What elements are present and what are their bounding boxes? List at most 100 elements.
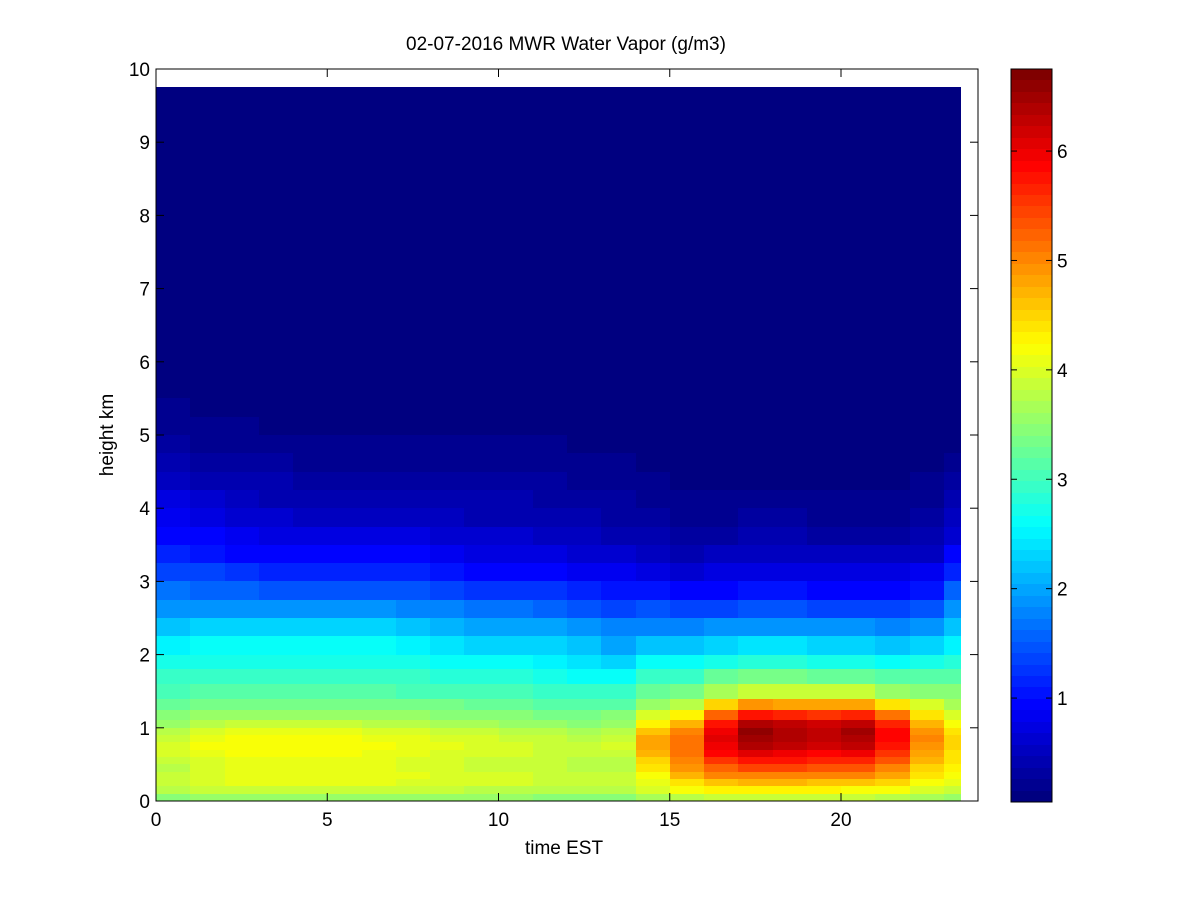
heatmap-cell [807, 581, 841, 600]
heatmap-cell [738, 435, 773, 453]
heatmap-cell [533, 618, 567, 636]
heatmap-cell [327, 786, 362, 794]
heatmap-cell [533, 600, 567, 618]
heatmap-cell [567, 618, 601, 636]
heatmap-cell [944, 735, 961, 742]
heatmap-cell [156, 742, 190, 750]
heatmap-cell [190, 699, 225, 710]
heatmap-cell [293, 742, 327, 750]
heatmap-cell [225, 742, 259, 750]
heatmap-cell [910, 779, 944, 786]
heatmap-cell [807, 527, 841, 545]
heatmap-cell [670, 655, 704, 669]
heatmap-cell [704, 794, 738, 801]
heatmap-cell [533, 545, 567, 563]
heatmap-cell [773, 735, 807, 742]
heatmap-cell [430, 581, 464, 600]
heatmap-cell [601, 472, 636, 490]
heatmap-cell [910, 794, 944, 801]
heatmap-cell [499, 527, 533, 545]
heatmap-cell [499, 490, 533, 508]
heatmap-cell [670, 772, 704, 779]
heatmap-cell [362, 472, 396, 490]
heatmap-cell [636, 636, 670, 655]
heatmap-cell [190, 655, 225, 669]
heatmap-cell [190, 728, 225, 735]
heatmap-cell [156, 794, 190, 801]
colorbar-step [1011, 241, 1052, 252]
colorbar-step [1011, 310, 1052, 321]
heatmap-cell [567, 581, 601, 600]
colorbar-step [1011, 722, 1052, 733]
heatmap-cell [738, 490, 773, 508]
heatmap-cell [807, 684, 841, 699]
heatmap-cell [910, 772, 944, 779]
heatmap-cell [738, 453, 773, 472]
heatmap-cell [567, 600, 601, 618]
heatmap-cell [156, 398, 190, 417]
heatmap-cell [533, 508, 567, 527]
heatmap-cell [601, 710, 636, 720]
heatmap-cell [567, 490, 601, 508]
heatmap-cell [327, 699, 362, 710]
heatmap-cell [430, 669, 464, 684]
colorbar-step [1011, 550, 1052, 561]
heatmap-cell [190, 472, 225, 490]
heatmap-cell [601, 655, 636, 669]
heatmap-cell [807, 669, 841, 684]
heatmap-cell [362, 699, 396, 710]
heatmap-cell [225, 699, 259, 710]
heatmap-cell [499, 750, 533, 757]
heatmap-cell [225, 757, 259, 764]
heatmap-cell [293, 699, 327, 710]
heatmap-cell [190, 684, 225, 699]
heatmap-cell [738, 417, 773, 435]
heatmap-cell [773, 398, 807, 417]
heatmap-cell [225, 581, 259, 600]
heatmap-cell [293, 655, 327, 669]
heatmap-cell [225, 508, 259, 527]
heatmap-cell [773, 772, 807, 779]
heatmap-cell [807, 398, 841, 417]
heatmap-cell [156, 684, 190, 699]
colorbar-step [1011, 298, 1052, 310]
heatmap-cell [533, 669, 567, 684]
colorbar-step [1011, 69, 1052, 80]
heatmap-cell [225, 779, 259, 786]
heatmap-cell [944, 750, 961, 757]
heatmap-cell [533, 453, 567, 472]
heatmap-cell [910, 684, 944, 699]
heatmap-cell [362, 87, 396, 398]
heatmap-cell [601, 581, 636, 600]
heatmap-cell [533, 735, 567, 742]
colorbar-step [1011, 527, 1052, 539]
heatmap-cell [156, 490, 190, 508]
heatmap-cell [225, 453, 259, 472]
colorbar-step [1011, 630, 1052, 642]
heatmap-cell [670, 669, 704, 684]
heatmap-cell [293, 563, 327, 581]
heatmap-cell [430, 710, 464, 720]
heatmap-cell [190, 794, 225, 801]
heatmap-cell [464, 772, 499, 779]
heatmap-cell [396, 655, 430, 669]
heatmap-cell [464, 527, 499, 545]
heatmap-cell [704, 435, 738, 453]
heatmap-cell [944, 764, 961, 772]
heatmap-cell [259, 490, 293, 508]
heatmap-cell [327, 794, 362, 801]
heatmap-cell [156, 720, 190, 728]
heatmap-cell [259, 669, 293, 684]
heatmap-cell [670, 435, 704, 453]
heatmap-cell [738, 779, 773, 786]
heatmap-cell [875, 779, 910, 786]
heatmap-cell [533, 728, 567, 735]
heatmap-cell [499, 618, 533, 636]
heatmap-cell [362, 710, 396, 720]
heatmap-cell [875, 398, 910, 417]
heatmap-cell [704, 636, 738, 655]
heatmap-cell [362, 618, 396, 636]
heatmap-cell [362, 750, 396, 757]
heatmap-cell [464, 490, 499, 508]
heatmap-cell [327, 710, 362, 720]
